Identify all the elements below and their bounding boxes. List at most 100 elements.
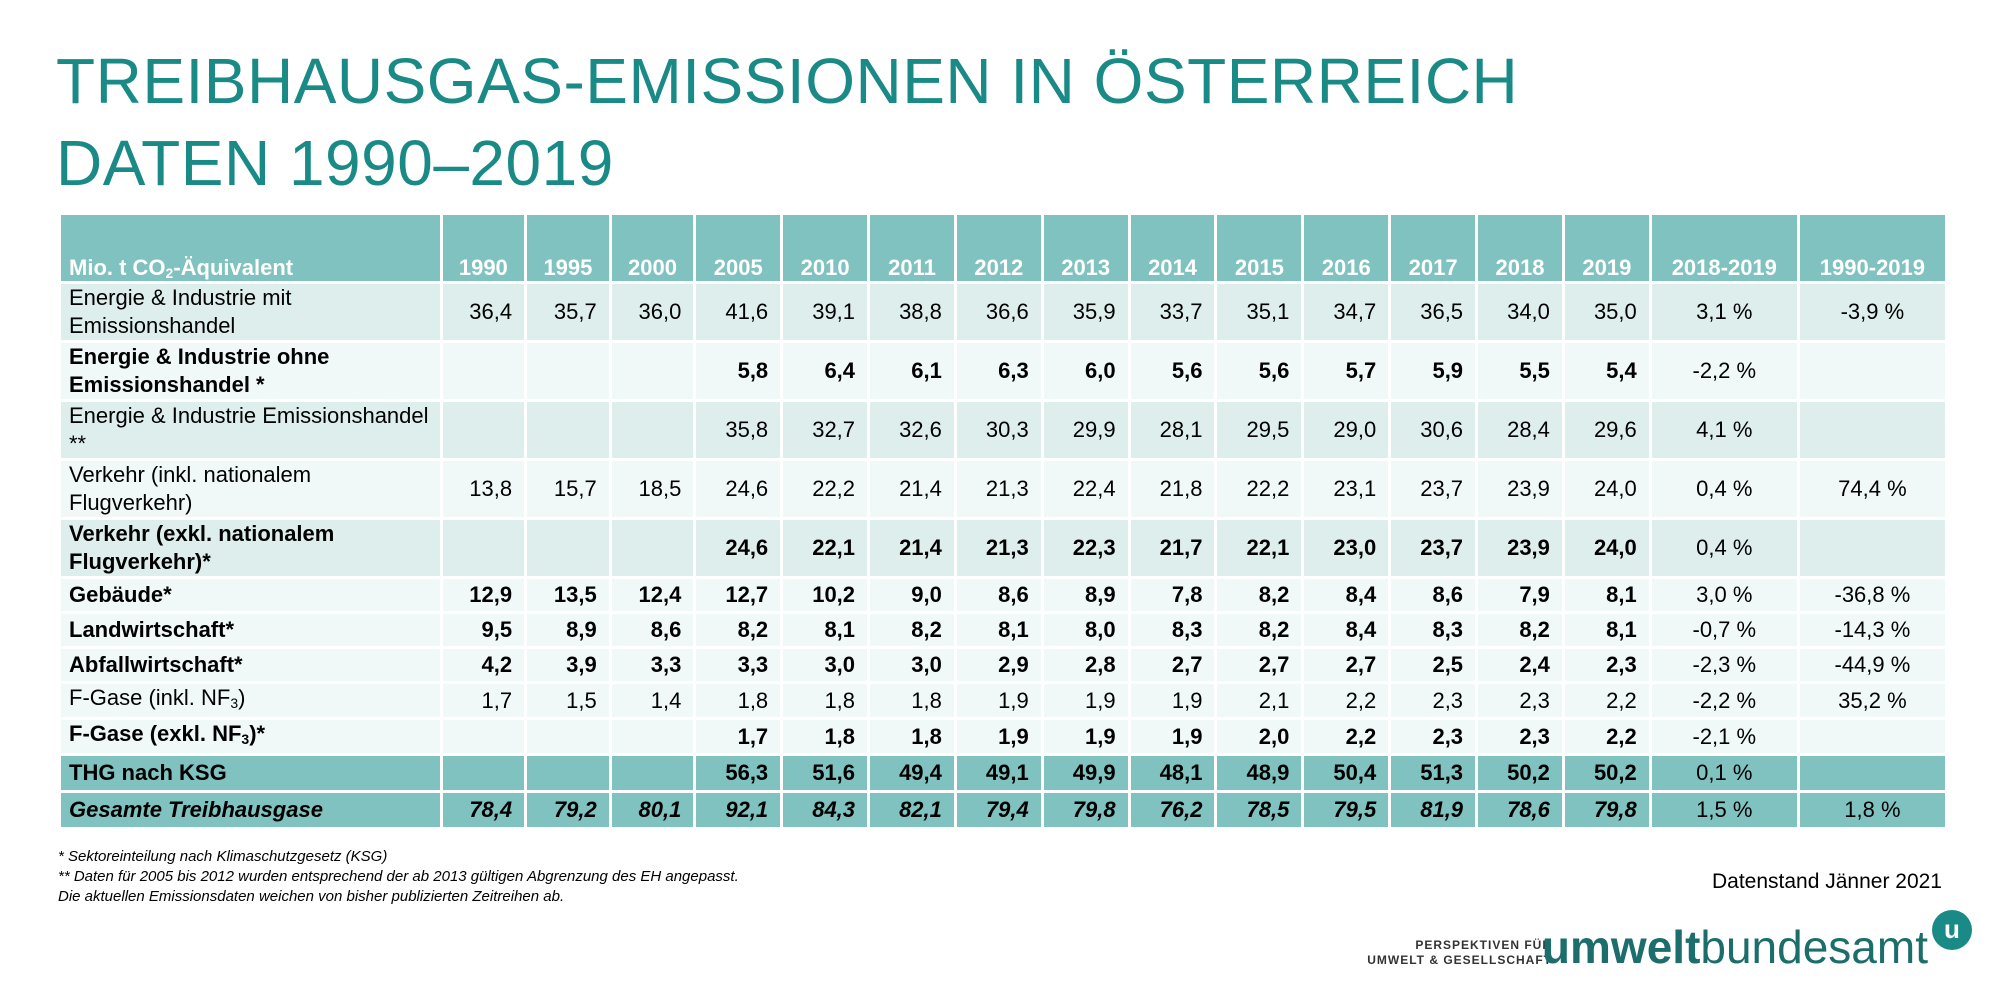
cell-2019: 35,0: [1564, 284, 1649, 340]
header-col-2014: 2014: [1130, 215, 1215, 281]
cell-2011: 9,0: [870, 579, 954, 611]
cell-2017: 30,6: [1391, 402, 1476, 458]
table-row: THG nach KSG 56,3 51,6 49,4 49,1 49,9 48,1 48,9…: [61, 756, 1945, 790]
cell-2013: 6,0: [1043, 343, 1128, 399]
cell-2015: 8,2: [1217, 579, 1302, 611]
cell-2005: 35,8: [696, 402, 781, 458]
table-row: F-Gase (inkl. NF3) 1,7 1,5 1,4 1,8 1,8 1,8 1,9 1…: [61, 684, 1945, 717]
header-col-2010: 2010: [783, 215, 868, 281]
row-label: Landwirtschaft*: [61, 614, 440, 646]
cell-2005: 24,6: [696, 461, 781, 517]
cell-2016: 8,4: [1304, 579, 1389, 611]
cell-2013: 1,9: [1043, 684, 1128, 717]
cell-1995: [527, 756, 609, 790]
cell-2000: 80,1: [611, 793, 694, 827]
header-col-1990: 1990: [442, 215, 525, 281]
cell-2017: 23,7: [1391, 520, 1476, 576]
table-header-row: Mio. t CO2-Äquivalent 1990 1995 2000 2005 20…: [61, 215, 1945, 281]
row-label: Gesamte Treibhausgase: [61, 793, 440, 827]
cell-2018: 28,4: [1478, 402, 1562, 458]
header-col-1995: 1995: [527, 215, 609, 281]
cell-2014: 76,2: [1130, 793, 1215, 827]
cell-2011: 32,6: [870, 402, 954, 458]
cell-2018-2019: -2,1 %: [1651, 720, 1797, 753]
cell-1995: 35,7: [527, 284, 609, 340]
row-label: Abfallwirtschaft*: [61, 649, 440, 681]
cell-2019: 2,2: [1564, 684, 1649, 717]
cell-2015: 29,5: [1217, 402, 1302, 458]
cell-2010: 8,1: [783, 614, 868, 646]
header-col-2005: 2005: [696, 215, 781, 281]
cell-2013: 29,9: [1043, 402, 1128, 458]
table-row: Gesamte Treibhausgase 78,4 79,2 80,1 92,1 84,…: [61, 793, 1945, 827]
cell-2015: 5,6: [1217, 343, 1302, 399]
cell-1990: [442, 343, 525, 399]
cell-2018-2019: -2,2 %: [1651, 343, 1797, 399]
footnote-3: Die aktuellen Emissionsdaten weichen von…: [58, 888, 565, 905]
cell-1990-2019: [1799, 756, 1945, 790]
cell-2016: 34,7: [1304, 284, 1389, 340]
cell-1990: 9,5: [442, 614, 525, 646]
cell-2005: 41,6: [696, 284, 781, 340]
cell-2013: 1,9: [1043, 720, 1128, 753]
cell-2017: 23,7: [1391, 461, 1476, 517]
cell-2005: 3,3: [696, 649, 781, 681]
cell-2014: 48,1: [1130, 756, 1215, 790]
cell-2011: 21,4: [870, 461, 954, 517]
cell-1990: 1,7: [442, 684, 525, 717]
cell-1990-2019: -14,3 %: [1799, 614, 1945, 646]
header-col-2013: 2013: [1043, 215, 1128, 281]
cell-2000: [611, 756, 694, 790]
cell-2016: 5,7: [1304, 343, 1389, 399]
cell-2016: 23,0: [1304, 520, 1389, 576]
cell-2015: 2,0: [1217, 720, 1302, 753]
cell-2016: 8,4: [1304, 614, 1389, 646]
data-status: Datenstand Jänner 2021: [1711, 870, 1942, 893]
cell-2018-2019: 0,4 %: [1651, 461, 1797, 517]
cell-2010: 32,7: [783, 402, 868, 458]
cell-2011: 8,2: [870, 614, 954, 646]
row-label: F-Gase (inkl. NF3): [61, 684, 440, 717]
cell-2018: 23,9: [1478, 520, 1562, 576]
cell-1990: [442, 756, 525, 790]
cell-2005: 1,8: [696, 684, 781, 717]
cell-2011: 1,8: [870, 720, 954, 753]
cell-2018: 8,2: [1478, 614, 1562, 646]
cell-2019: 2,2: [1564, 720, 1649, 753]
header-col-2017: 2017: [1391, 215, 1476, 281]
cell-2000: [611, 343, 694, 399]
logo-wordmark: umweltbundesamt: [1541, 921, 1928, 973]
header-col-1990-2019: 1990-2019: [1799, 215, 1945, 281]
cell-2017: 2,5: [1391, 649, 1476, 681]
row-label: Verkehr (exkl. nationalem Flugverkehr)*: [61, 520, 440, 576]
header-col-2018-2019: 2018-2019: [1651, 215, 1797, 281]
cell-2017: 8,3: [1391, 614, 1476, 646]
cell-2005: 8,2: [696, 614, 781, 646]
cell-2015: 2,1: [1217, 684, 1302, 717]
row-label: THG nach KSG: [61, 756, 440, 790]
cell-2012: 36,6: [956, 284, 1041, 340]
cell-1990: [442, 720, 525, 753]
umweltbundesamt-logo: PERSPEKTIVEN FÜR UMWELT & GESELLSCHAFT u…: [1367, 910, 1972, 973]
cell-1995: 3,9: [527, 649, 609, 681]
cell-2012: 21,3: [956, 520, 1041, 576]
cell-2018-2019: 3,1 %: [1651, 284, 1797, 340]
row-label: F-Gase (exkl. NF3)*: [61, 720, 440, 753]
cell-2013: 79,8: [1043, 793, 1128, 827]
cell-2014: 5,6: [1130, 343, 1215, 399]
cell-2013: 8,9: [1043, 579, 1128, 611]
cell-1995: [527, 343, 609, 399]
cell-2015: 22,1: [1217, 520, 1302, 576]
cell-2010: 84,3: [783, 793, 868, 827]
cell-2005: 1,7: [696, 720, 781, 753]
cell-2005: 12,7: [696, 579, 781, 611]
cell-2010: 22,2: [783, 461, 868, 517]
cell-2012: 49,1: [956, 756, 1041, 790]
cell-2014: 28,1: [1130, 402, 1215, 458]
cell-1990-2019: 74,4 %: [1799, 461, 1945, 517]
cell-2018: 50,2: [1478, 756, 1562, 790]
cell-2010: 10,2: [783, 579, 868, 611]
cell-2017: 8,6: [1391, 579, 1476, 611]
cell-2014: 21,7: [1130, 520, 1215, 576]
footnote-1: * Sektoreinteilung nach Klimaschutzgeset…: [58, 848, 388, 865]
